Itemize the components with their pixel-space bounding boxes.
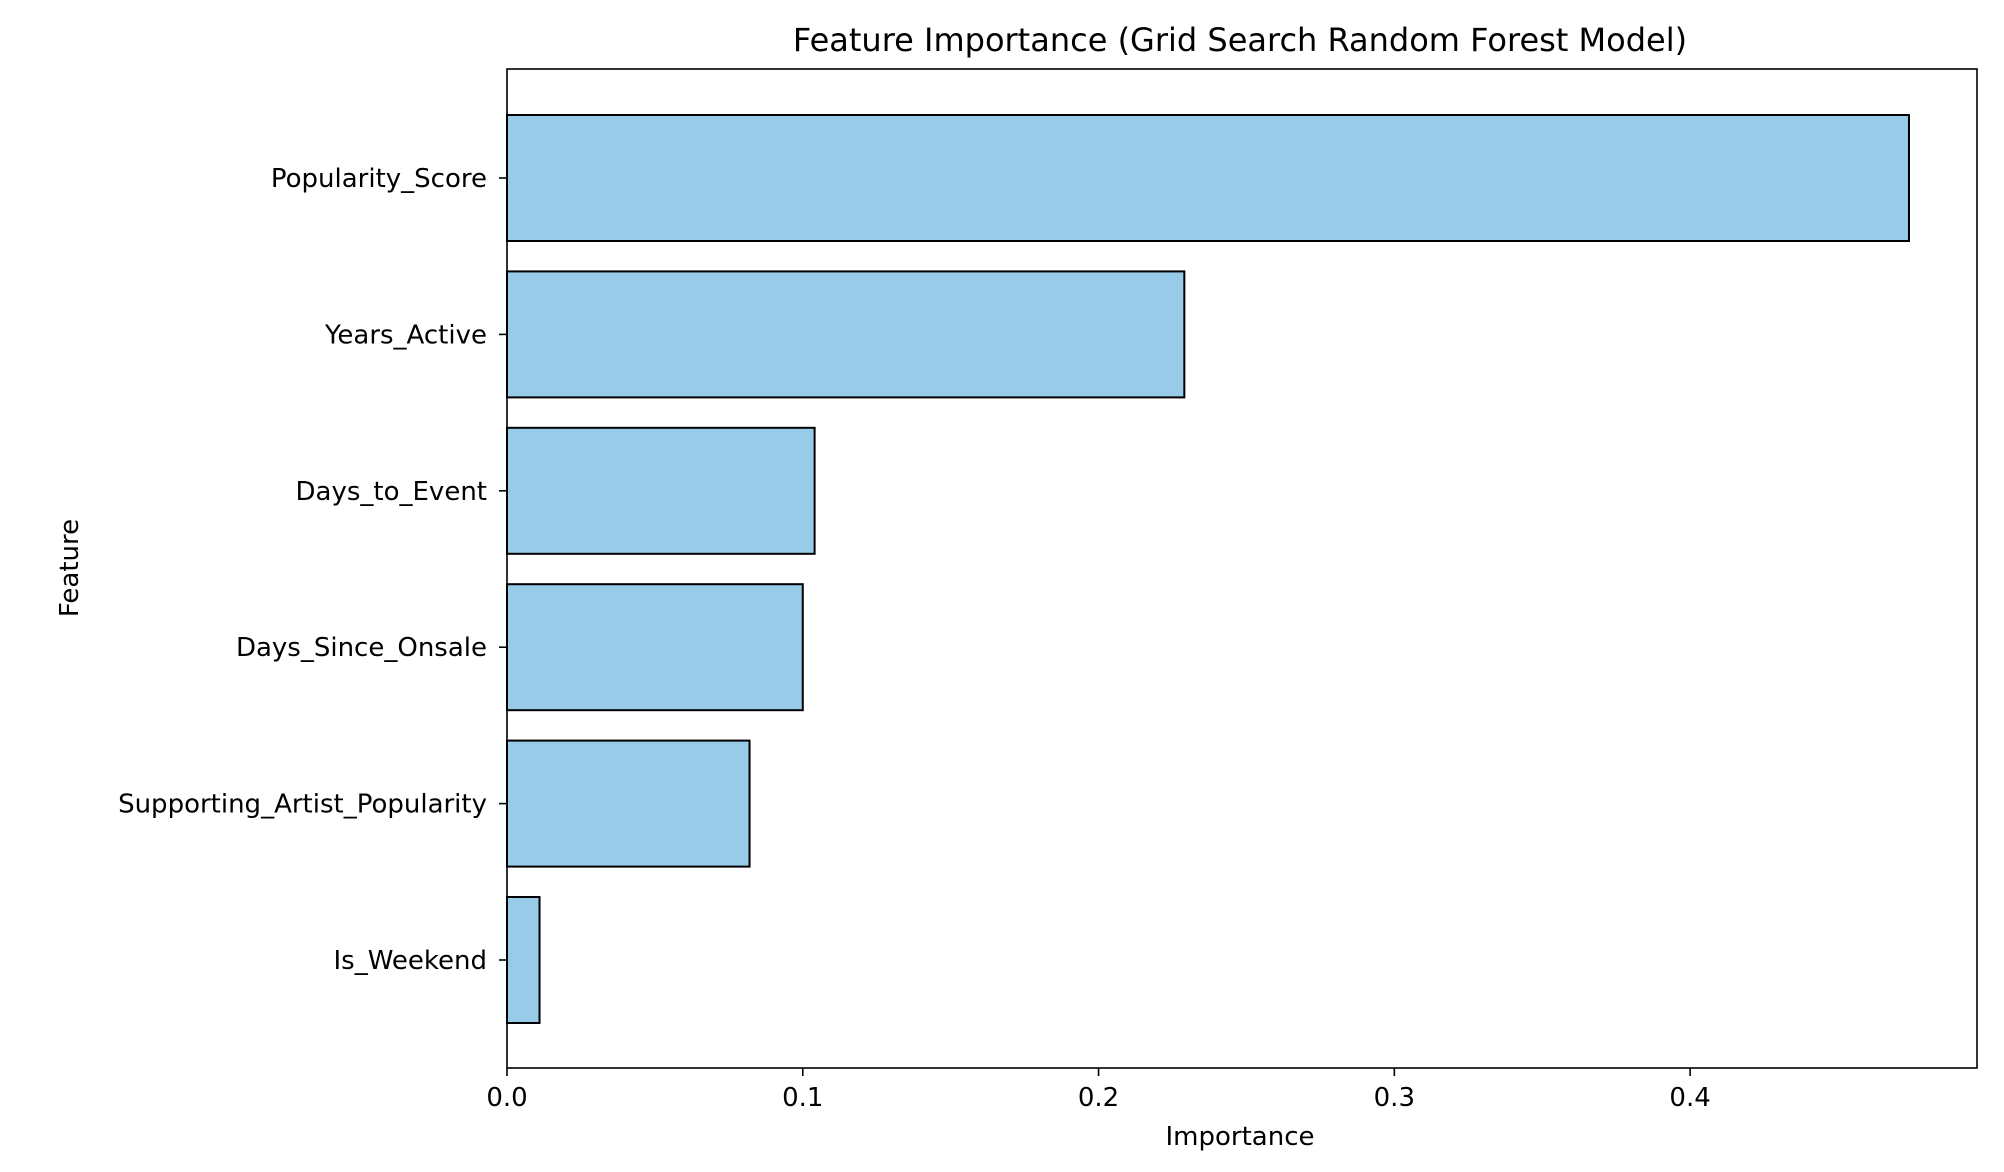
bar-days-to-event <box>506 426 816 555</box>
x-axis-label: Importance <box>1166 1122 1315 1152</box>
y-tick-label: Is_Weekend <box>334 946 488 976</box>
y-tick-label: Supporting_Artist_Popularity <box>118 790 487 820</box>
bar-is-weekend <box>506 896 541 1024</box>
bars-group <box>506 114 1910 1024</box>
y-tick-label: Years_Active <box>324 320 487 350</box>
x-tick-label: 0.1 <box>782 1083 823 1113</box>
bar-years-active <box>506 270 1186 399</box>
bar-days-since-onsale <box>506 583 804 712</box>
x-axis: 0.0 0.1 0.2 0.3 0.4 <box>486 1068 1711 1113</box>
y-tick-label: Days_Since_Onsale <box>236 633 487 663</box>
y-tick-label: Days_to_Event <box>296 477 487 507</box>
x-tick-label: 0.4 <box>1669 1083 1710 1113</box>
chart-title: Feature Importance (Grid Search Random F… <box>793 21 1687 59</box>
x-tick-label: 0.3 <box>1374 1083 1415 1113</box>
x-tick-label: 0.2 <box>1078 1083 1119 1113</box>
y-axis: Popularity_Score Years_Active Days_to_Even… <box>118 164 507 976</box>
y-tick-label: Popularity_Score <box>271 164 487 194</box>
bar-popularity-score <box>506 114 1910 242</box>
bar-supporting-artist-popularity <box>506 739 751 868</box>
y-axis-label: Feature <box>55 519 85 617</box>
plot-area-frame <box>506 68 1978 1069</box>
x-tick-label: 0.0 <box>486 1083 527 1113</box>
